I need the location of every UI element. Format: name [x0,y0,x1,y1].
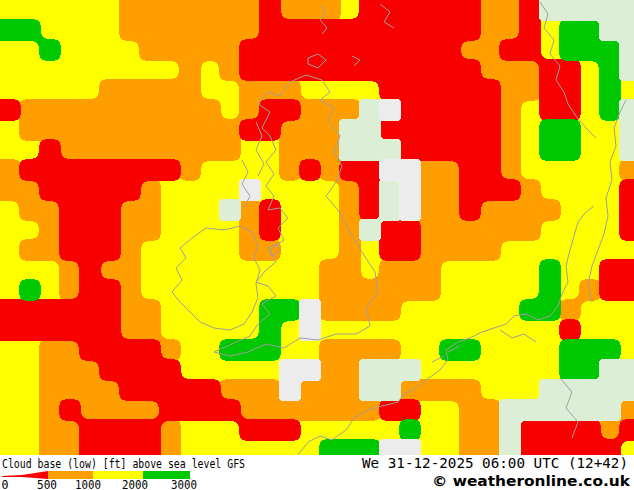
footer: Cloud base (low) [ft] above sea level GF… [0,455,634,490]
colorbar-tick-label: 1000 [75,478,101,490]
copyright-link[interactable]: © weatheronline.co.uk [432,473,631,489]
colorbar-tick-label: 3000 [171,478,197,490]
colorbar-tick-label: 0 [2,478,9,490]
forecast-map[interactable] [0,0,634,455]
map-title: Cloud base (low) [ft] above sea level GF… [2,456,245,471]
colorbar-tick-label: 2000 [122,478,148,490]
timestamp: We 31-12-2025 06:00 UTC (12+42) [362,455,628,471]
legend-ticks: 0 500 1000 2000 3000 [2,478,198,490]
weather-map-page: Cloud base (low) [ft] above sea level GF… [0,0,634,490]
colorbar-tick-label: 500 [37,478,57,490]
